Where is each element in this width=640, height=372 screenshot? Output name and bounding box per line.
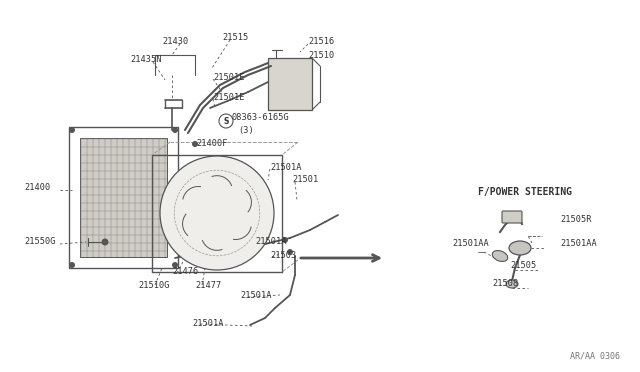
Circle shape	[102, 238, 109, 246]
Text: 21477: 21477	[195, 282, 221, 291]
Text: 21510G: 21510G	[138, 282, 170, 291]
Text: S: S	[223, 116, 228, 125]
Circle shape	[282, 237, 288, 243]
Text: 21515: 21515	[222, 33, 248, 42]
Circle shape	[172, 262, 178, 268]
Text: 21505: 21505	[510, 262, 536, 270]
Circle shape	[219, 114, 233, 128]
Text: F/POWER STEERING: F/POWER STEERING	[478, 187, 572, 197]
Circle shape	[69, 127, 75, 133]
Text: (3): (3)	[238, 126, 253, 135]
Text: 21430: 21430	[162, 38, 188, 46]
Text: 21510: 21510	[308, 51, 334, 61]
Bar	[69, 127, 178, 268]
Circle shape	[172, 127, 178, 133]
Text: 21501A: 21501A	[255, 237, 287, 247]
Circle shape	[160, 156, 274, 270]
Text: 21503: 21503	[270, 251, 296, 260]
Text: 21505R: 21505R	[560, 215, 591, 224]
Text: 21501AA: 21501AA	[560, 240, 596, 248]
Text: 21400F: 21400F	[196, 140, 227, 148]
Ellipse shape	[492, 251, 508, 262]
Text: 21501E: 21501E	[213, 93, 244, 103]
Bar	[268, 58, 312, 110]
Circle shape	[192, 141, 198, 147]
FancyBboxPatch shape	[502, 211, 522, 223]
Text: 21501A: 21501A	[240, 292, 271, 301]
Text: 21501A: 21501A	[270, 164, 301, 173]
Text: 21501E: 21501E	[213, 74, 244, 83]
Text: 08363-6165G: 08363-6165G	[232, 113, 290, 122]
Text: 21501A: 21501A	[192, 320, 223, 328]
Ellipse shape	[506, 280, 518, 288]
Text: AR/AA 0306: AR/AA 0306	[570, 352, 620, 360]
Bar	[80, 138, 167, 257]
Circle shape	[69, 262, 75, 268]
Text: 21501: 21501	[292, 176, 318, 185]
Text: 21550G: 21550G	[24, 237, 56, 247]
Text: 21435N: 21435N	[130, 55, 161, 64]
Text: 21508: 21508	[492, 279, 518, 289]
Text: 21476: 21476	[172, 267, 198, 276]
Text: 21516: 21516	[308, 38, 334, 46]
Ellipse shape	[509, 241, 531, 255]
Text: 21501AA: 21501AA	[452, 240, 489, 248]
Text: 21400: 21400	[24, 183, 51, 192]
Circle shape	[287, 249, 293, 255]
